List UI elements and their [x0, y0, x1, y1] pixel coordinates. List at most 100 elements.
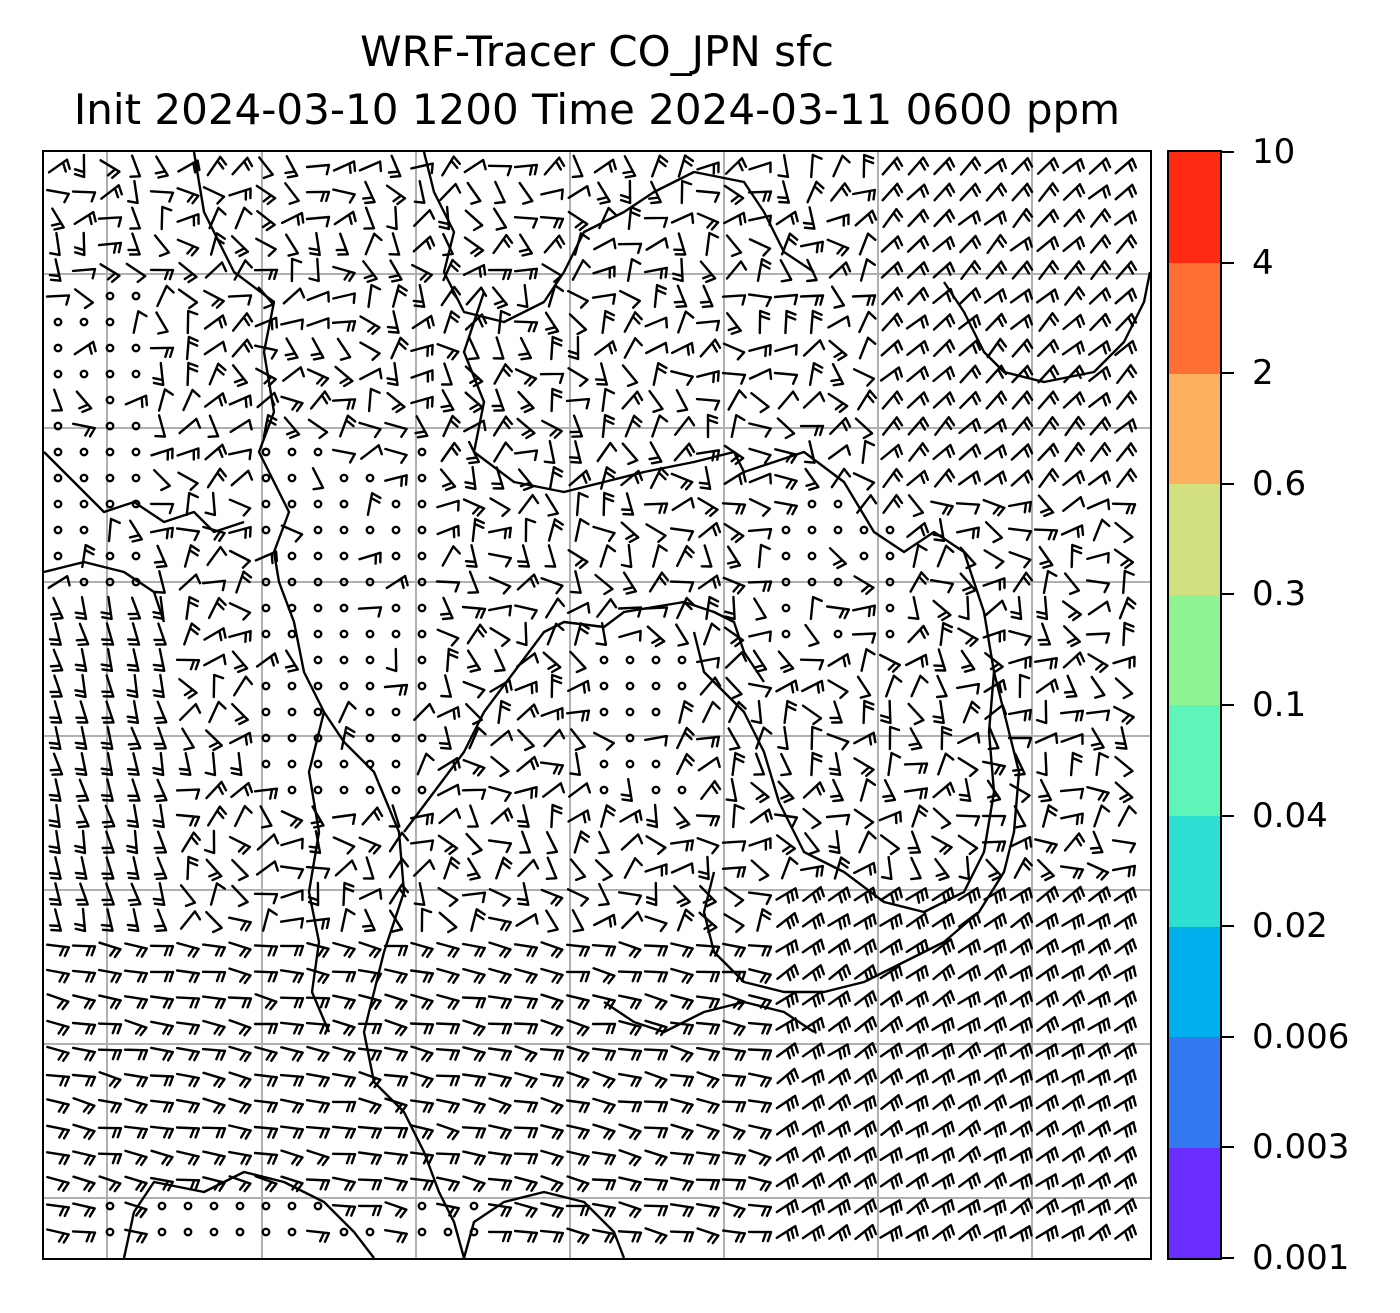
calm-wind-marker: [53, 343, 63, 353]
calm-wind-marker: [417, 551, 427, 561]
wind-barb: [801, 679, 825, 694]
wind-barb: [1087, 653, 1109, 673]
calm-wind-marker: [79, 577, 89, 587]
wind-barb: [775, 1017, 799, 1034]
wind-barb: [209, 882, 226, 906]
wind-barb: [801, 1120, 825, 1138]
coastline-west-island: [44, 560, 166, 623]
calm-wind-marker: [131, 447, 141, 457]
wind-barb: [1009, 1016, 1033, 1034]
wind-barb: [1061, 1172, 1085, 1190]
calm-wind-marker: [105, 1227, 115, 1237]
wind-barb: [383, 683, 409, 696]
wind-barb: [748, 994, 772, 1010]
wind-barb: [643, 502, 669, 515]
wind-barb: [357, 1047, 383, 1062]
wind-barb: [1009, 886, 1033, 904]
wind-barb: [205, 858, 223, 882]
wind-barb: [982, 629, 1006, 643]
map-gridlines: [44, 152, 1150, 1258]
wind-barb: [1087, 1042, 1111, 1060]
wind-barb: [591, 1047, 617, 1062]
wind-barb: [592, 1097, 616, 1115]
wind-barb: [569, 570, 582, 594]
wind-barb: [851, 632, 877, 644]
wind-barb: [440, 674, 452, 698]
wind-barb: [959, 391, 982, 409]
wind-barb: [231, 338, 254, 358]
wind-barb: [461, 891, 487, 904]
calm-wind-marker: [417, 1201, 427, 1211]
wind-barb: [253, 1151, 279, 1165]
wind-barb: [1062, 235, 1086, 253]
wind-barb: [516, 755, 540, 773]
calm-wind-marker: [781, 603, 791, 613]
wind-barb: [464, 313, 488, 331]
wind-barb: [669, 1073, 695, 1087]
wind-barb: [437, 834, 459, 856]
wind-barb: [45, 1073, 71, 1087]
wind-barb: [72, 422, 96, 438]
wind-barb: [462, 1046, 486, 1062]
wind-barb: [388, 259, 403, 283]
coastline-northeast-land: [943, 271, 1150, 384]
wind-barb: [830, 182, 852, 202]
wind-barb: [392, 284, 408, 308]
calm-wind-marker: [885, 577, 895, 587]
wind-barb: [1037, 494, 1055, 518]
wind-barb: [1011, 182, 1034, 202]
wind-barb: [1062, 496, 1085, 512]
wind-barb: [342, 881, 355, 907]
wind-barb: [1009, 1042, 1033, 1060]
wind-barb: [464, 365, 484, 388]
wind-barb: [677, 154, 695, 178]
calm-wind-marker: [833, 629, 843, 639]
wind-barb: [1088, 287, 1112, 305]
colorbar-tick: [1222, 704, 1234, 706]
wind-barb: [468, 336, 480, 361]
wind-barb: [854, 1198, 877, 1216]
wind-barb: [958, 443, 982, 461]
wind-barb: [825, 605, 851, 620]
wind-barb: [128, 519, 143, 543]
wind-barb: [1038, 182, 1060, 202]
wind-barb: [723, 471, 747, 486]
wind-barb: [853, 757, 875, 777]
wind-barb: [880, 990, 903, 1008]
wind-barb: [566, 601, 591, 615]
wind-barb: [127, 232, 141, 256]
wind-barb: [101, 622, 115, 646]
wind-barb: [880, 443, 904, 461]
wind-barb: [598, 882, 610, 907]
calm-wind-marker: [53, 421, 63, 431]
wind-barb: [516, 882, 530, 906]
wind-barb: [336, 337, 352, 361]
wind-barb: [593, 731, 615, 751]
wind-barb: [1087, 600, 1111, 616]
wind-barb: [306, 1045, 330, 1062]
wind-barb: [1011, 416, 1034, 436]
wind-barb: [410, 343, 434, 358]
wind-barb: [1114, 183, 1138, 201]
wind-barb: [160, 205, 173, 231]
wind-barb: [149, 502, 175, 515]
wind-barb: [46, 188, 70, 204]
wind-barb: [958, 912, 981, 930]
wind-barb: [957, 757, 979, 778]
wind-barb: [620, 469, 644, 487]
wind-barb: [775, 1094, 799, 1112]
wind-barb: [853, 938, 877, 956]
wind-barb: [332, 1176, 356, 1192]
wind-barb: [339, 414, 357, 438]
wind-barb: [203, 653, 227, 667]
wind-barb: [1114, 781, 1134, 804]
wind-barb: [228, 916, 252, 932]
wind-barb: [1088, 938, 1111, 956]
colorbar-tick-label: 0.3: [1252, 574, 1307, 615]
wind-barb: [776, 964, 800, 982]
wind-barb: [880, 855, 893, 881]
wind-barb: [1114, 210, 1137, 226]
wind-barb: [1122, 621, 1135, 647]
wind-barb: [516, 283, 529, 309]
wind-barb: [542, 782, 565, 798]
